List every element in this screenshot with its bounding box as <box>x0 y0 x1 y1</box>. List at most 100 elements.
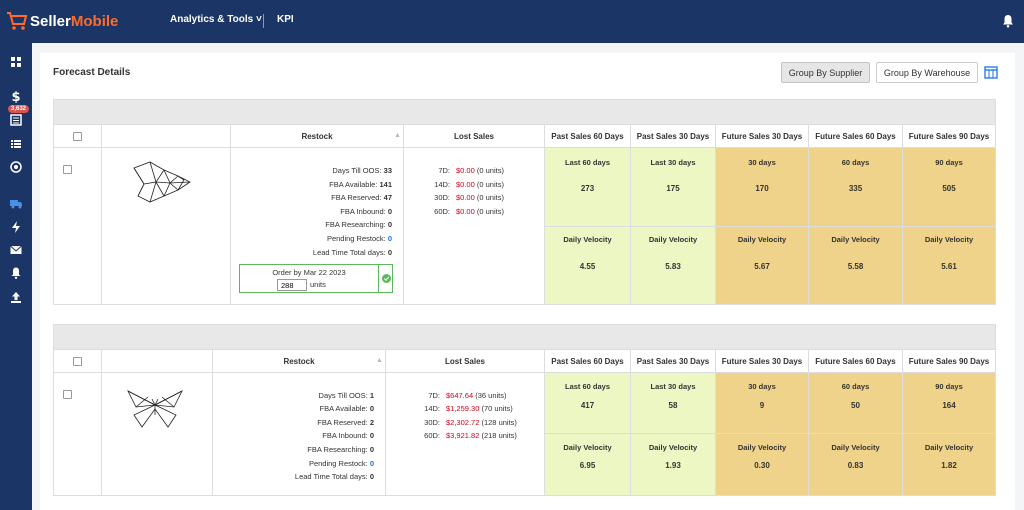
velocity-value: 6.95 <box>579 461 596 470</box>
nav-kpi[interactable]: KPI <box>277 14 294 25</box>
velocity-label: Daily Velocity <box>648 235 698 244</box>
row-checkbox[interactable] <box>63 165 72 174</box>
group-header-band <box>53 324 996 350</box>
past-sales-30-header[interactable]: Past Sales 30 Days <box>630 124 716 148</box>
future-sales-30-header[interactable]: Future Sales 30 Days <box>715 349 809 373</box>
metric-value: 164 <box>942 401 956 410</box>
future-sales-60-header[interactable]: Future Sales 60 Days <box>808 124 903 148</box>
lost-sales-line: 30D: $2,302.72 (128 units) <box>424 418 517 427</box>
metric-label: Last 30 days <box>650 158 696 167</box>
restock-line: Lead Time Total days: 0 <box>312 248 392 257</box>
lost-sales-line: 60D: $3,921.82 (218 units) <box>424 431 517 440</box>
envelope-icon[interactable] <box>9 243 23 257</box>
restock-line: Pending Restock: 0 <box>326 234 392 243</box>
table-columns-icon[interactable] <box>984 66 998 79</box>
past-60-cell <box>544 147 631 227</box>
sort-icon[interactable]: ▲ <box>394 132 401 139</box>
restock-line: FBA Reserved: 47 <box>331 193 392 202</box>
restock-line: Pending Restock: 0 <box>308 459 374 468</box>
velocity-value: 4.55 <box>579 262 596 271</box>
bell-icon[interactable] <box>9 266 23 280</box>
group-header-band <box>53 99 996 125</box>
velocity-label: Daily Velocity <box>831 443 880 452</box>
row-select-cell <box>53 372 102 496</box>
order-by-text: Order by Mar 22 2023 <box>272 268 346 277</box>
future-sales-90-header[interactable]: Future Sales 90 Days <box>902 124 996 148</box>
target-icon[interactable] <box>9 160 23 174</box>
page-title: Forecast Details <box>53 67 131 78</box>
confirm-order-icon[interactable] <box>382 274 391 283</box>
past-sales-60-header[interactable]: Past Sales 60 Days <box>544 349 631 373</box>
row-checkbox[interactable] <box>63 390 72 399</box>
butterfly-origami-icon[interactable] <box>124 385 186 431</box>
select-all-checkbox[interactable] <box>73 132 82 141</box>
future-90-cell <box>902 372 996 434</box>
group-by-warehouse-button[interactable]: Group By Warehouse <box>876 62 978 83</box>
past-30-cell <box>630 372 716 434</box>
past-sales-60-header[interactable]: Past Sales 60 Days <box>544 124 631 148</box>
svg-text:$: $ <box>11 90 20 103</box>
velocity-label: Daily Velocity <box>563 235 612 244</box>
nav-analytics-tools[interactable]: Analytics & Tools ˅ <box>170 14 262 25</box>
fish-origami-icon[interactable] <box>128 156 192 208</box>
velocity-value: 5.61 <box>941 262 957 271</box>
metric-value: 505 <box>942 184 956 193</box>
upload-icon[interactable] <box>9 290 23 304</box>
notification-bell-icon[interactable] <box>1001 14 1015 28</box>
metric-label: 90 days <box>935 382 963 391</box>
lost-sales-line: 7D: $0.00 (0 units) <box>438 166 504 175</box>
sort-icon[interactable]: ▲ <box>376 357 383 364</box>
metric-label: 30 days <box>748 382 776 391</box>
row-select-cell <box>53 147 102 305</box>
image-header <box>101 349 213 373</box>
logo[interactable]: SellerMobile <box>6 11 118 31</box>
future-30-velocity-cell <box>715 226 809 305</box>
metric-value: 170 <box>755 184 769 193</box>
restock-header[interactable]: Restock ▲ <box>212 349 386 373</box>
select-all-header <box>53 349 102 373</box>
lost-sales-line: 14D: $0.00 (0 units) <box>434 180 504 189</box>
metric-label: Last 30 days <box>650 382 696 391</box>
select-all-checkbox[interactable] <box>73 357 82 366</box>
cart-logo-icon <box>7 12 28 30</box>
metric-value: 50 <box>851 401 860 410</box>
truck-icon[interactable] <box>9 196 23 210</box>
restock-header[interactable]: Restock ▲ <box>230 124 404 148</box>
metric-value: 175 <box>666 184 680 193</box>
product-image-cell <box>101 147 231 305</box>
metric-label: Last 60 days <box>564 158 611 167</box>
restock-line: FBA Available: 141 <box>329 180 392 189</box>
lost-sales-header[interactable]: Lost Sales <box>403 124 545 148</box>
dollar-icon[interactable]: $ <box>9 89 23 103</box>
order-units-label: units <box>310 280 326 289</box>
future-90-velocity-cell <box>902 226 996 305</box>
nav-divider <box>263 14 264 28</box>
metric-value: 273 <box>580 184 595 193</box>
velocity-label: Daily Velocity <box>924 443 974 452</box>
logo-text: SellerMobile <box>30 12 119 30</box>
restock-line: FBA Available: 0 <box>319 404 375 413</box>
metric-label: 60 days <box>841 382 870 391</box>
past-sales-30-header[interactable]: Past Sales 30 Days <box>630 349 716 373</box>
metric-label: 60 days <box>841 158 870 167</box>
future-sales-90-header[interactable]: Future Sales 90 Days <box>902 349 996 373</box>
list-alt-icon[interactable] <box>9 113 23 127</box>
lost-sales-line: 7D: $647.64 (36 units) <box>428 391 507 400</box>
list-icon[interactable] <box>9 137 23 151</box>
order-quantity-input[interactable] <box>277 279 307 291</box>
group-by-supplier-button[interactable]: Group By Supplier <box>781 62 870 83</box>
future-sales-30-header[interactable]: Future Sales 30 Days <box>715 124 809 148</box>
future-sales-60-header[interactable]: Future Sales 60 Days <box>808 349 903 373</box>
lost-sales-header[interactable]: Lost Sales <box>385 349 545 373</box>
velocity-label: Daily Velocity <box>563 443 612 452</box>
lost-sales-line: 60D: $0.00 (0 units) <box>434 207 504 216</box>
future-60-cell <box>808 372 903 434</box>
velocity-label: Daily Velocity <box>737 235 787 244</box>
velocity-label: Daily Velocity <box>831 235 880 244</box>
future-90-cell <box>902 147 996 227</box>
velocity-value: 5.67 <box>754 262 770 271</box>
velocity-label: Daily Velocity <box>924 235 974 244</box>
dashboard-icon[interactable] <box>9 55 23 69</box>
bolt-icon[interactable] <box>9 220 23 234</box>
restock-line: Lead Time Total days: 0 <box>294 472 374 481</box>
